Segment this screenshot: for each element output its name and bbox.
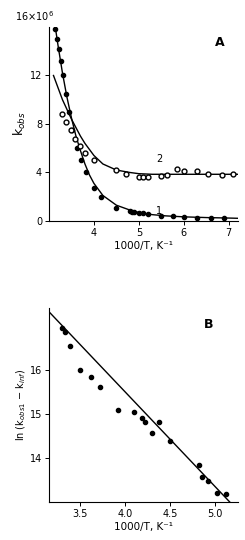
Text: 1: 1 (156, 206, 162, 217)
X-axis label: 1000/T, K⁻¹: 1000/T, K⁻¹ (114, 241, 173, 251)
Y-axis label: ln (k$_{obs1}$ − k$_{inf}$): ln (k$_{obs1}$ − k$_{inf}$) (15, 369, 28, 441)
X-axis label: 1000/T, K⁻¹: 1000/T, K⁻¹ (114, 522, 173, 532)
Text: A: A (215, 36, 225, 49)
Text: 2: 2 (156, 154, 162, 164)
Text: B: B (204, 318, 213, 330)
Y-axis label: k$_{obs}$: k$_{obs}$ (12, 112, 28, 136)
Text: 16×10$^6$: 16×10$^6$ (15, 9, 54, 23)
